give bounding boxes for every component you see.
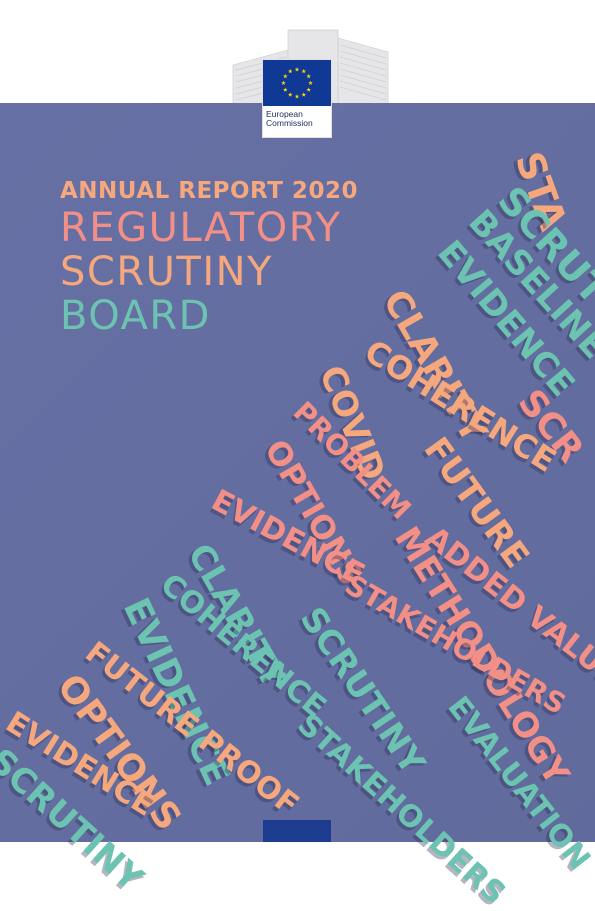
report-title-line-1: REGULATORY [60, 205, 342, 251]
report-title-line-2: SCRUTINY [60, 249, 273, 295]
logo-name-line2: Commission [266, 118, 313, 128]
eu-star-icon [306, 87, 311, 92]
eu-flag-icon [263, 60, 331, 106]
eu-star-icon [287, 68, 293, 74]
logo-name-line1: European [266, 109, 303, 119]
report-title-line-3: BOARD [60, 293, 211, 339]
cover-panel [0, 103, 595, 842]
eu-star-icon [294, 67, 300, 72]
eu-star-icon [301, 68, 307, 74]
eu-star-icon [301, 92, 307, 97]
eu-star-icon [308, 80, 313, 85]
report-headline: ANNUAL REPORT 2020 REGULATORY SCRUTINY B… [60, 178, 358, 338]
eu-star-icon [287, 92, 293, 97]
bottom-tab [263, 820, 331, 842]
report-subtitle: ANNUAL REPORT 2020 [60, 178, 358, 204]
eu-star-icon [283, 73, 288, 79]
eu-star-icon [294, 94, 300, 99]
eu-star-icon [283, 87, 288, 92]
eu-logo: European Commission [263, 60, 331, 137]
eu-star-icon [281, 80, 286, 85]
eu-star-icon [306, 73, 311, 79]
header-band: European Commission [0, 0, 595, 137]
